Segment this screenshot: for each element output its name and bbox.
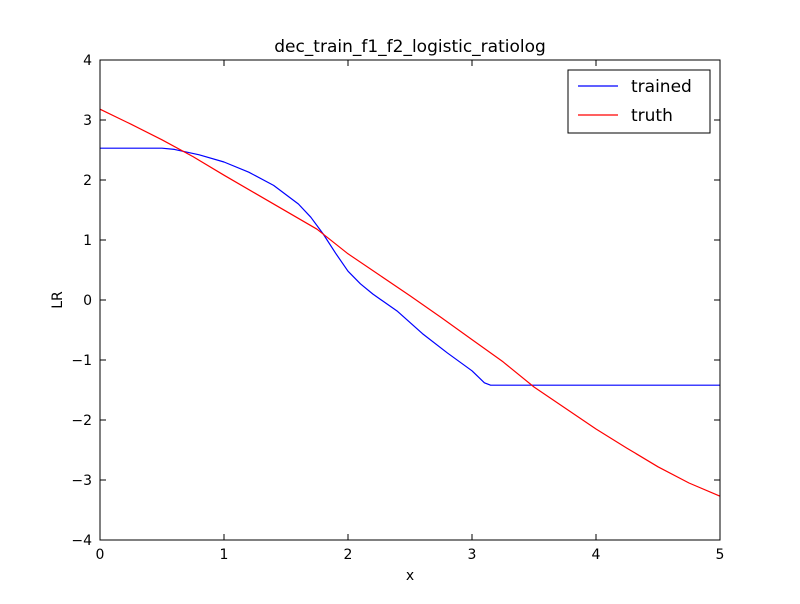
x-tick-label: 4 <box>592 547 601 563</box>
y-tick-label: 4 <box>83 53 92 69</box>
y-tick-label: −4 <box>71 533 92 549</box>
x-tick-label: 5 <box>716 547 725 563</box>
x-tick-label: 3 <box>468 547 477 563</box>
series-line-truth <box>99 108 721 497</box>
series-layer <box>99 108 721 497</box>
y-tick-label: 2 <box>83 173 92 189</box>
y-tick-label: −2 <box>71 413 92 429</box>
y-tick-label: 0 <box>83 293 92 309</box>
series-line-trained <box>100 147 720 386</box>
y-tick-label: −1 <box>71 353 92 369</box>
y-axis-label: LR <box>50 291 66 309</box>
tick-labels-layer: 0 1 2 3 4 5 −4 −3 −2 −1 0 1 2 3 4 <box>71 53 724 563</box>
y-tick-label: 1 <box>83 233 92 249</box>
plot-frame <box>99 59 721 541</box>
legend: trained truth <box>567 69 711 134</box>
y-tick-label: −3 <box>71 473 92 489</box>
x-axis-label: x <box>406 568 414 584</box>
y-tick-label: 3 <box>83 113 92 129</box>
x-tick-label: 2 <box>344 547 353 563</box>
chart-title: dec_train_f1_f2_logistic_ratiolog <box>274 37 546 57</box>
legend-box <box>567 69 711 134</box>
x-tick-label: 1 <box>220 547 229 563</box>
legend-label-trained: trained <box>631 77 692 97</box>
x-tick-label: 0 <box>96 547 105 563</box>
legend-label-truth: truth <box>631 106 673 126</box>
